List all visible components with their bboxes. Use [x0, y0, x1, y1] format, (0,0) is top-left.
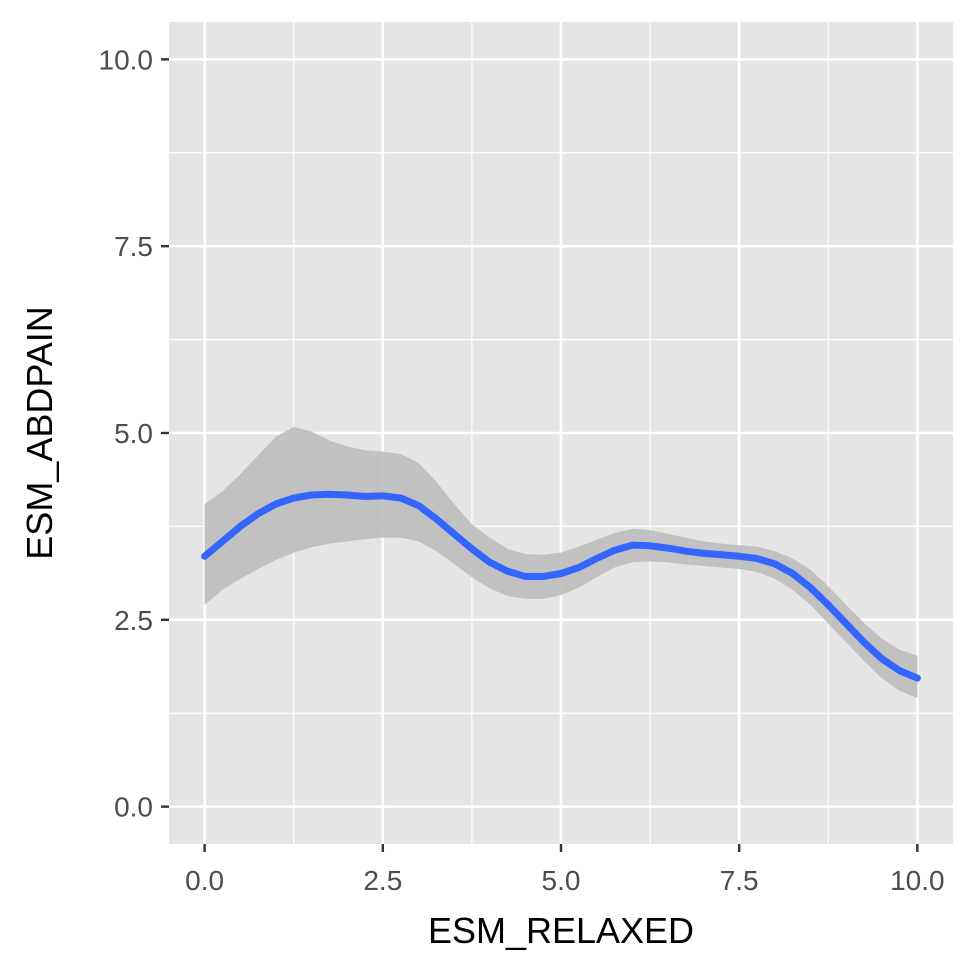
- y-tick-label: 2.5: [114, 605, 153, 636]
- x-tick-label: 7.5: [720, 865, 759, 896]
- y-tick-label: 5.0: [114, 418, 153, 449]
- y-tick-label: 7.5: [114, 231, 153, 262]
- x-tick-label: 2.5: [363, 865, 402, 896]
- y-tick-label: 0.0: [114, 792, 153, 823]
- y-tick-label: 10.0: [99, 44, 154, 75]
- x-tick-label: 0.0: [185, 865, 224, 896]
- x-tick-label: 5.0: [542, 865, 581, 896]
- y-axis: 0.0 2.5 5.0 7.5 10.0: [99, 44, 169, 823]
- x-axis: 0.0 2.5 5.0 7.5 10.0: [185, 844, 945, 896]
- x-axis-title: ESM_RELAXED: [428, 910, 694, 951]
- smooth-line: [201, 490, 921, 682]
- y-axis-title: ESM_ABDPAIN: [19, 306, 60, 559]
- x-tick-label: 10.0: [890, 865, 945, 896]
